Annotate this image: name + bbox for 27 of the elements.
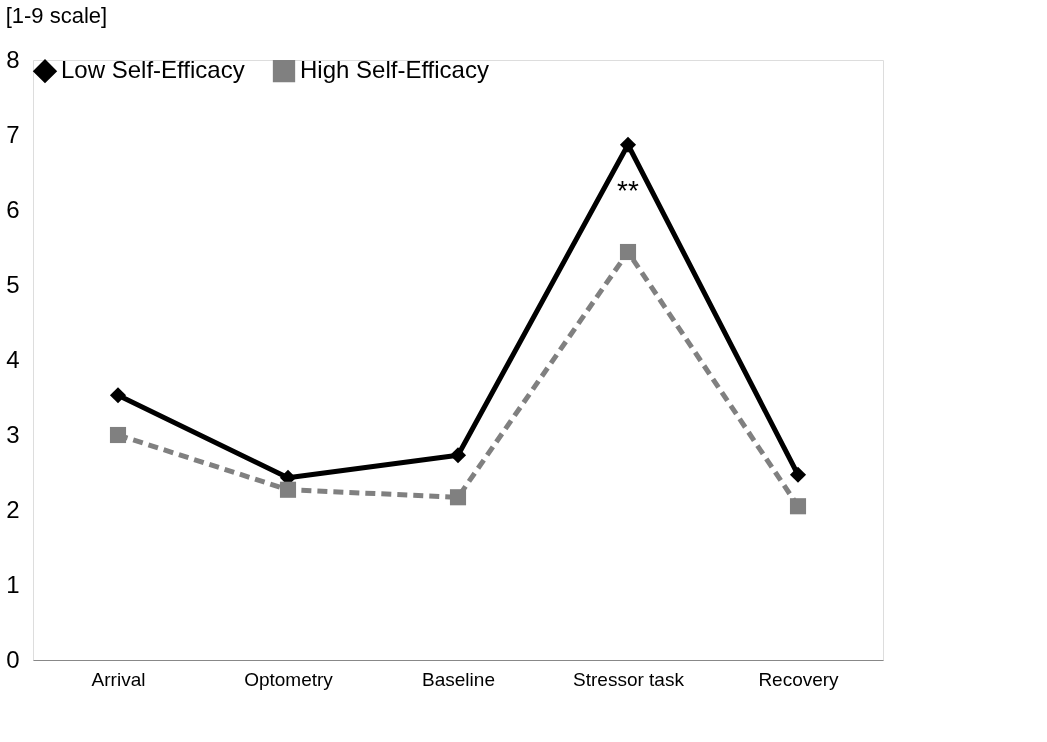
x-tick-label: Baseline [422, 668, 495, 690]
x-tick-label: Arrival [91, 668, 146, 690]
point [449, 447, 467, 464]
legend-label: Low Self-Efficacy [61, 56, 245, 84]
y-tick-label: 1 [6, 570, 20, 598]
point [789, 498, 807, 515]
point [789, 466, 807, 483]
y-tick-label: 0 [6, 645, 20, 673]
point [619, 243, 637, 261]
point [109, 426, 127, 444]
y-tick-label: 8 [6, 45, 20, 73]
point [279, 481, 297, 498]
y-tick-label: 7 [6, 120, 20, 148]
point [449, 489, 467, 506]
y-tick-label: 4 [6, 345, 20, 373]
x-tick-label: Stressor task [573, 668, 685, 690]
point [109, 387, 127, 404]
y-axis-title: [1-9 scale] [5, 3, 108, 28]
y-tick-label: 2 [6, 495, 20, 523]
x-tick-label: Recovery [758, 668, 840, 690]
y-tick-label: 3 [6, 420, 20, 448]
y-tick-label: 5 [6, 270, 20, 298]
x-tick-label: Optometry [244, 668, 334, 690]
point [619, 136, 637, 153]
annotation: ** [617, 175, 639, 206]
legend-label: High Self-Efficacy [300, 56, 489, 84]
y-tick-label: 6 [6, 195, 20, 223]
